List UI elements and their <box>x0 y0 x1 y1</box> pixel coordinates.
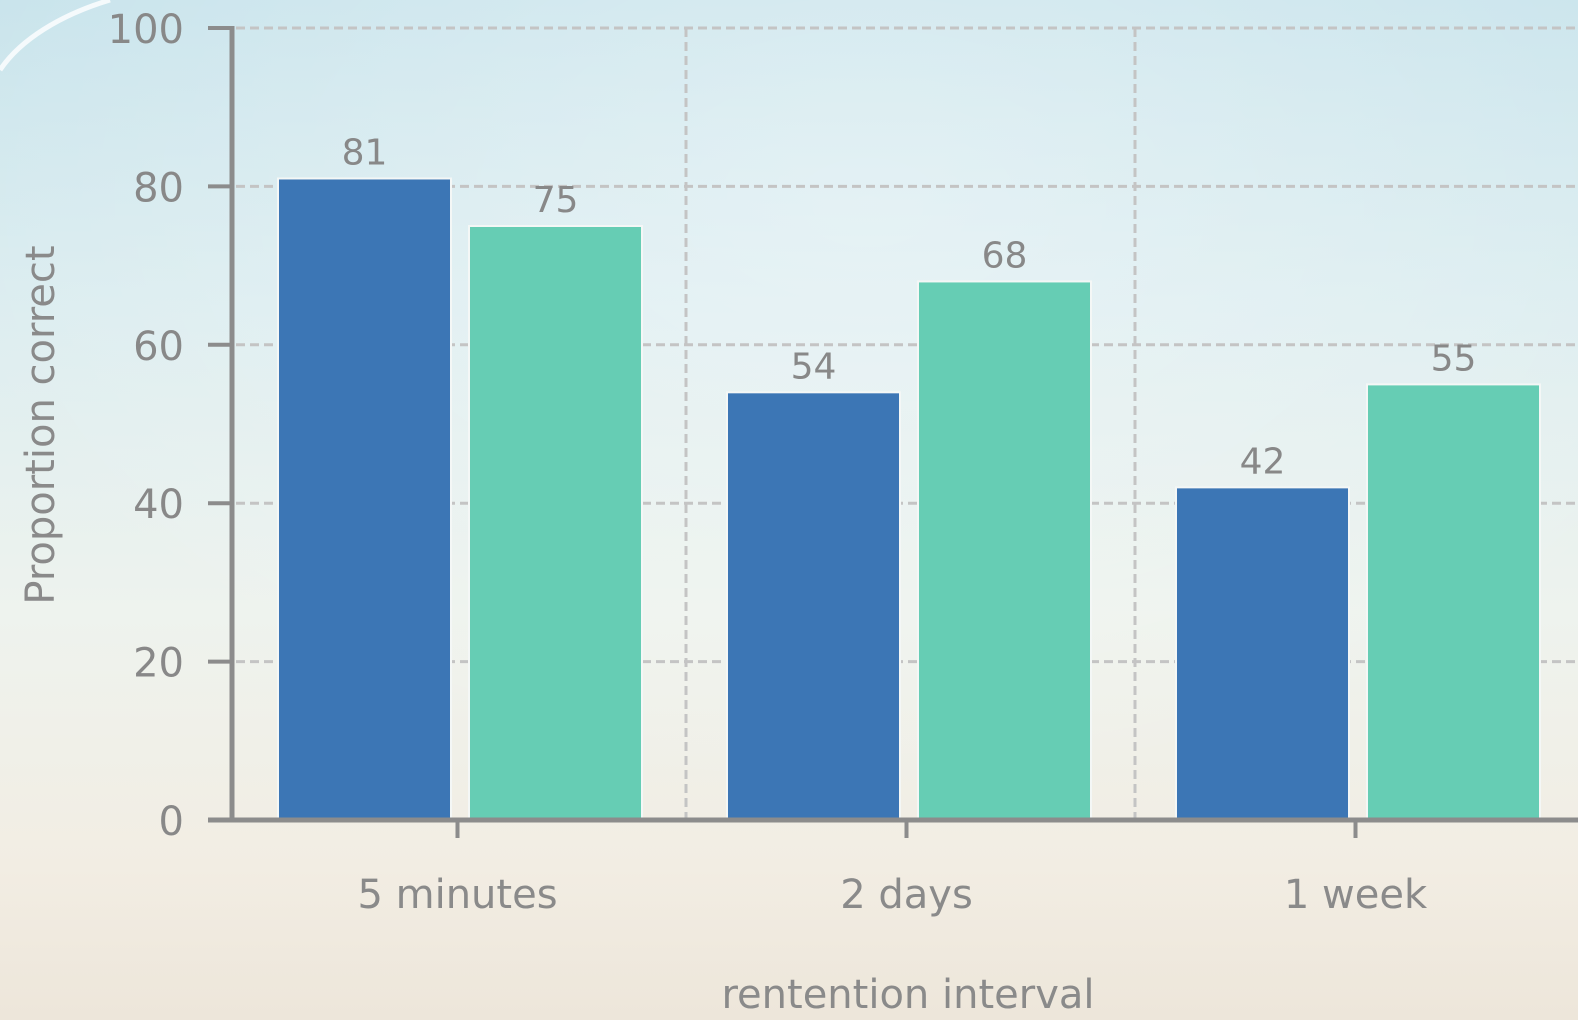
bar <box>917 280 1092 821</box>
bar-value-label: 54 <box>791 346 837 387</box>
bar <box>277 177 452 822</box>
bar-value-label: 42 <box>1240 441 1286 482</box>
labels: 0 20 40 60 80 100 81 75 5 minutes 54 68 2 days 42 55 1… <box>108 7 1477 918</box>
bar-value-label: 75 <box>533 180 579 221</box>
bar <box>1366 383 1541 821</box>
bar <box>468 225 643 821</box>
y-tick-label: 40 <box>133 482 184 528</box>
bar <box>1175 486 1350 821</box>
y-tick-label: 80 <box>133 165 184 211</box>
bar-value-label: 55 <box>1431 338 1477 379</box>
x-tick-label: 1 week <box>1284 872 1428 918</box>
bar-value-label: 81 <box>342 132 388 173</box>
x-tick-label: 5 minutes <box>357 872 557 918</box>
y-tick-label: 60 <box>133 324 184 370</box>
axes <box>208 26 1578 838</box>
y-tick-label: 0 <box>159 799 184 845</box>
x-axis-title: rentention interval <box>721 972 1094 1018</box>
y-tick-label: 100 <box>108 7 184 53</box>
bar-value-label: 68 <box>982 235 1028 276</box>
y-tick-label: 20 <box>133 641 184 687</box>
bars <box>277 177 1541 822</box>
y-axis-title: Proportion correct <box>18 245 64 604</box>
bar <box>726 391 901 821</box>
x-tick-label: 2 days <box>840 872 973 918</box>
background-swoosh <box>0 0 111 72</box>
